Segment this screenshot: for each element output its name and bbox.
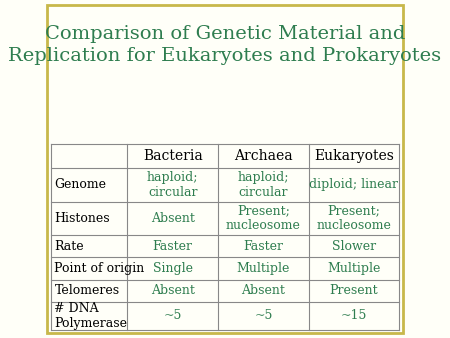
Text: Point of origin: Point of origin <box>54 262 145 275</box>
Text: Present;
nucleosome: Present; nucleosome <box>316 204 392 232</box>
Text: Multiple: Multiple <box>237 262 290 275</box>
Text: ~5: ~5 <box>254 310 273 322</box>
FancyBboxPatch shape <box>47 5 403 333</box>
Text: # DNA
Polymerase: # DNA Polymerase <box>54 302 127 330</box>
Text: Present: Present <box>329 284 378 297</box>
Text: Genome: Genome <box>54 178 107 191</box>
Text: Faster: Faster <box>153 240 193 253</box>
Text: ~15: ~15 <box>341 310 367 322</box>
Text: Comparison of Genetic Material and
Replication for Eukaryotes and Prokaryotes: Comparison of Genetic Material and Repli… <box>9 25 441 65</box>
Text: Single: Single <box>153 262 193 275</box>
Text: Absent: Absent <box>151 284 195 297</box>
Text: Multiple: Multiple <box>327 262 381 275</box>
Text: Rate: Rate <box>54 240 84 253</box>
Text: diploid; linear: diploid; linear <box>310 178 398 191</box>
Text: Bacteria: Bacteria <box>143 149 202 163</box>
Text: haploid;
circular: haploid; circular <box>147 171 198 199</box>
Text: Absent: Absent <box>151 212 195 225</box>
Text: Slower: Slower <box>332 240 376 253</box>
Text: Present;
nucleosome: Present; nucleosome <box>226 204 301 232</box>
Text: Archaea: Archaea <box>234 149 292 163</box>
Text: haploid;
circular: haploid; circular <box>238 171 289 199</box>
Text: ~5: ~5 <box>163 310 182 322</box>
Text: Faster: Faster <box>243 240 284 253</box>
Text: Histones: Histones <box>54 212 110 225</box>
Text: Telomeres: Telomeres <box>54 284 120 297</box>
Text: Absent: Absent <box>241 284 285 297</box>
Text: Eukaryotes: Eukaryotes <box>314 149 394 163</box>
